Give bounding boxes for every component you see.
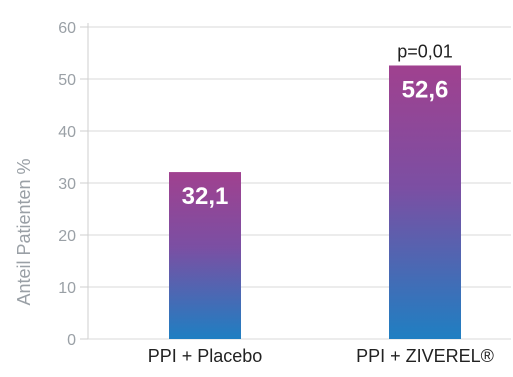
bar	[169, 172, 241, 339]
bar-value-label: 32,1	[182, 183, 229, 210]
y-tick-label: 30	[58, 176, 76, 193]
y-tick-label: 10	[58, 280, 76, 297]
x-category-label: PPI + ZIVEREL®	[356, 346, 494, 366]
y-tick-label: 60	[58, 20, 76, 37]
bar	[389, 65, 461, 339]
y-tick-label: 0	[67, 332, 76, 349]
y-tick-label: 20	[58, 228, 76, 245]
bars	[169, 65, 461, 339]
y-axis-title: Anteil Patienten %	[14, 158, 34, 305]
significance-annotation: p=0,01	[397, 41, 453, 61]
x-category-label: PPI + Placebo	[148, 346, 263, 366]
y-tick-label: 40	[58, 124, 76, 141]
bar-value-label: 52,6	[402, 76, 449, 103]
y-tick-label: 50	[58, 72, 76, 89]
labels: 0 10 20 30 40 50 60 32,1 PPI + Placebo 52,6 PPI + …	[58, 20, 494, 366]
